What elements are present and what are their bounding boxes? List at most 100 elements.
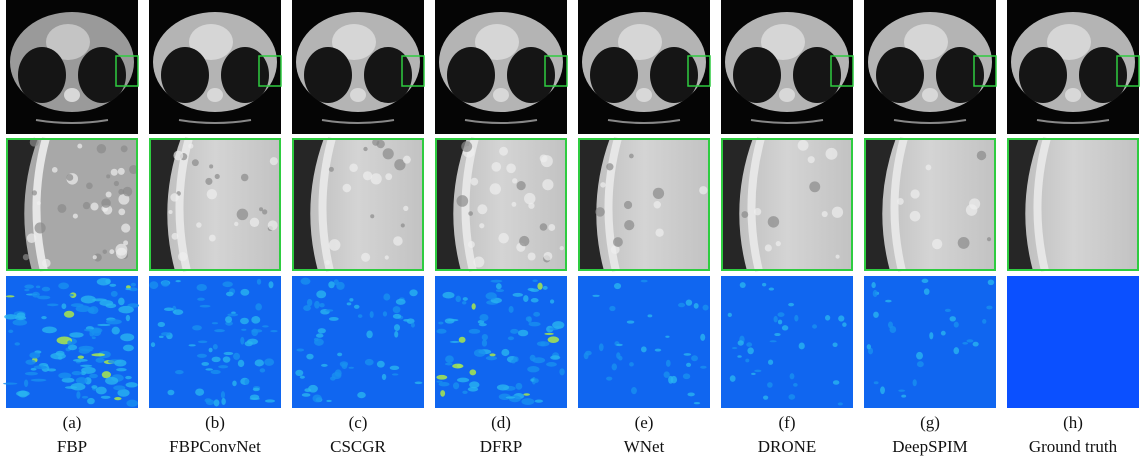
- ct-slice: [149, 0, 281, 134]
- zoom-noise: [57, 204, 66, 213]
- error-spot: [599, 343, 604, 351]
- error-spot: [126, 382, 138, 387]
- error-spot: [540, 342, 545, 347]
- error-spot: [788, 394, 795, 400]
- error-spot: [450, 341, 460, 343]
- error-spot: [550, 355, 560, 359]
- error-spot: [240, 337, 244, 345]
- zoom-noise: [498, 233, 509, 244]
- error-bg: [1007, 276, 1139, 408]
- error-spot: [768, 359, 773, 364]
- error-spot: [871, 282, 875, 288]
- error-spot: [42, 326, 57, 333]
- error-spot: [486, 292, 497, 299]
- zoom-panel: [1007, 138, 1139, 271]
- zoom-noise: [170, 193, 179, 202]
- error-spot: [255, 359, 264, 366]
- error-spot: [592, 295, 599, 297]
- zoom-noise: [822, 211, 828, 217]
- error-spot: [447, 319, 458, 322]
- error-spot: [223, 356, 231, 362]
- error-spot: [474, 349, 486, 357]
- error-spot: [222, 281, 232, 287]
- error-spot: [64, 311, 74, 318]
- error-spot: [462, 391, 467, 394]
- zoom-noise: [528, 253, 536, 261]
- error-spot: [530, 355, 536, 361]
- error-spot: [737, 355, 741, 358]
- zoom-noise: [776, 241, 781, 246]
- error-spot: [83, 349, 92, 351]
- error-spot: [3, 383, 17, 385]
- error-spot: [521, 398, 534, 405]
- error-spot: [509, 306, 514, 313]
- error-spot: [214, 399, 220, 406]
- error-spot: [201, 362, 209, 366]
- panel-letter: (d): [491, 413, 511, 432]
- error-spot: [641, 280, 648, 283]
- error-spot: [224, 352, 234, 355]
- error-spot: [238, 360, 244, 367]
- zoom-noise: [926, 165, 932, 171]
- error-spot: [92, 328, 102, 336]
- error-spot: [411, 323, 415, 328]
- error-spot: [383, 311, 387, 316]
- error-spot: [745, 359, 749, 363]
- zoom-noise: [479, 223, 484, 228]
- error-spot: [218, 365, 228, 368]
- zoom-noise: [519, 236, 529, 246]
- error-spot: [296, 348, 304, 351]
- zoom-noise: [765, 244, 772, 251]
- error-spot: [482, 339, 487, 346]
- zoom-noise: [111, 169, 118, 176]
- error-spot: [700, 366, 706, 369]
- error-spot: [241, 329, 246, 331]
- error-spot: [255, 303, 262, 310]
- error-spot: [118, 306, 134, 314]
- error-spot: [260, 368, 265, 372]
- zoom-noise: [655, 229, 663, 237]
- panel-letter: (a): [63, 413, 82, 432]
- error-spot: [89, 374, 98, 378]
- error-spot: [329, 317, 339, 321]
- error-spot: [214, 329, 225, 332]
- zoom-noise: [836, 255, 840, 259]
- error-spot: [440, 390, 445, 397]
- error-spot: [91, 385, 97, 389]
- error-spot: [126, 400, 138, 407]
- zoom-noise: [329, 167, 334, 172]
- error-spot: [788, 303, 794, 307]
- error-spot: [250, 398, 260, 400]
- error-spot: [195, 388, 204, 395]
- error-spot: [80, 365, 92, 367]
- error-spot: [508, 336, 514, 340]
- error-spot: [747, 347, 753, 354]
- error-spot: [762, 283, 766, 287]
- error-spot: [463, 297, 468, 301]
- zoom-noise: [517, 181, 526, 190]
- error-spot: [825, 315, 830, 321]
- panel-letter: (c): [349, 413, 368, 432]
- error-spot: [548, 336, 559, 343]
- error-spot: [917, 361, 924, 367]
- error-spot: [523, 393, 530, 396]
- error-spot: [694, 402, 700, 404]
- error-spot: [394, 324, 400, 331]
- error-spot: [302, 393, 311, 397]
- error-spot: [200, 305, 211, 308]
- error-spot: [58, 356, 63, 360]
- zoom-noise: [654, 201, 661, 208]
- zoom-noise: [77, 144, 82, 149]
- error-map: [1007, 276, 1139, 408]
- ct-spine: [493, 88, 509, 102]
- error-spot: [392, 373, 398, 375]
- zoom-noise: [393, 236, 403, 246]
- error-spot: [73, 359, 88, 362]
- error-spot: [109, 284, 116, 287]
- error-spot: [793, 383, 798, 387]
- zoom-noise: [109, 249, 114, 254]
- error-spot: [668, 376, 673, 384]
- zoom-noise: [798, 140, 809, 151]
- error-spot: [196, 284, 206, 291]
- error-spot: [366, 331, 372, 339]
